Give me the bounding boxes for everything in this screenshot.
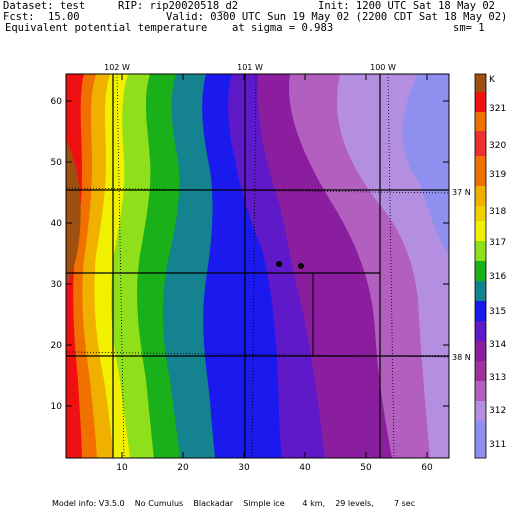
colorbar-swatch xyxy=(475,321,486,341)
meridian-102w xyxy=(116,74,125,458)
colorbar-swatch xyxy=(475,131,486,156)
contour-field xyxy=(66,74,449,458)
colorbar-unit: K xyxy=(489,75,496,85)
colorbar-swatch xyxy=(475,401,486,421)
colorbar-swatch xyxy=(475,261,486,281)
colorbar-swatch xyxy=(475,381,486,401)
colorbar-swatch xyxy=(475,361,486,381)
x-tick-label: 50 xyxy=(360,463,372,473)
meridian-100w xyxy=(387,74,395,458)
colorbar-label: 317 xyxy=(489,238,506,248)
sm-label: sm= 1 xyxy=(453,22,485,34)
colorbar-swatch xyxy=(475,206,486,221)
colorbar-label: 316 xyxy=(489,272,506,282)
x-tick-label: 40 xyxy=(299,463,311,473)
y-tick-label: 20 xyxy=(51,341,63,351)
band-324 xyxy=(66,140,81,285)
longitude-label: 100 W xyxy=(370,63,396,72)
colorbar-label: 318 xyxy=(489,207,506,217)
parallel-38n xyxy=(66,351,449,358)
y-tick-label: 30 xyxy=(51,280,63,290)
sigma-label: at sigma = 0.983 xyxy=(232,22,334,34)
latitude-label: 37 N xyxy=(452,188,471,197)
map-frame xyxy=(65,73,450,459)
colorbar-label: 319 xyxy=(489,170,506,180)
model-info: Model info: V3.5.0 No Cumulus Blackadar … xyxy=(52,499,416,508)
parallel-37n xyxy=(66,187,449,194)
y-tick-label: 10 xyxy=(51,402,63,412)
colorbar-swatch xyxy=(475,92,486,112)
colorbar-label: 315 xyxy=(489,307,506,317)
colorbar-label: 320 xyxy=(489,141,506,151)
colorbar-swatch xyxy=(475,241,486,261)
y-tick-label: 60 xyxy=(51,97,63,107)
latlon-grid xyxy=(66,74,449,458)
station-marker xyxy=(276,261,282,267)
x-tick-label: 30 xyxy=(238,463,250,473)
colorbar-label: 311 xyxy=(489,440,506,450)
field-name: Equivalent potential temperature xyxy=(5,22,208,34)
colorbar-swatch xyxy=(475,112,486,131)
colorbar-swatch xyxy=(475,301,486,321)
station-marker xyxy=(298,263,304,269)
colorbar-label: 313 xyxy=(489,373,506,383)
latitude-label: 38 N xyxy=(452,353,471,362)
colorbar-swatch xyxy=(475,186,486,206)
boundary-lines xyxy=(66,74,449,458)
x-tick-label: 20 xyxy=(177,463,189,473)
colorbar-label: 321 xyxy=(489,104,506,114)
fcst-value: 15.00 xyxy=(48,11,80,23)
rip-label: RIP: rip20020518_d2 xyxy=(118,0,239,12)
tick-marks xyxy=(66,74,449,458)
colorbar-swatch xyxy=(475,281,486,301)
y-tick-label: 50 xyxy=(51,158,63,168)
longitude-label: 101 W xyxy=(237,63,263,72)
x-tick-label: 60 xyxy=(421,463,433,473)
colorbar-swatch xyxy=(475,74,486,92)
colorbar-swatch xyxy=(475,156,486,186)
init-label: Init: 1200 UTC Sat 18 May 02 xyxy=(318,0,496,12)
fcst-label: Fcst: xyxy=(3,11,35,23)
longitude-label: 102 W xyxy=(104,63,130,72)
colorbar-swatch xyxy=(475,421,486,458)
x-tick-label: 10 xyxy=(116,463,128,473)
dataset-label: Dataset: test xyxy=(3,0,86,12)
colorbar-frame xyxy=(474,73,487,459)
y-tick-label: 40 xyxy=(51,219,63,229)
colorbar xyxy=(474,73,487,459)
colorbar-swatch xyxy=(475,221,486,241)
meridian-101w xyxy=(251,74,257,458)
colorbar-label: 312 xyxy=(489,406,506,416)
colorbar-swatch xyxy=(475,341,486,361)
colorbar-label: 314 xyxy=(489,340,506,350)
valid-label: Valid: 0300 UTC Sun 19 May 02 (2200 CDT … xyxy=(166,11,508,23)
